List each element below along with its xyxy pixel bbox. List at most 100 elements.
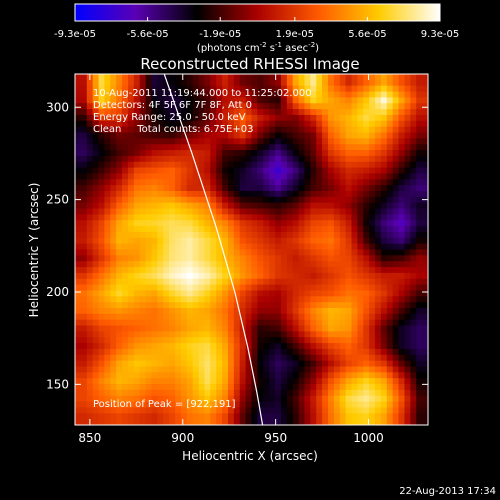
heatmap-cell [269,214,276,221]
heatmap-cell [192,331,199,338]
heatmap-cell [163,155,170,163]
heatmap-cell [222,319,229,326]
heatmap-cell [110,354,117,362]
heatmap-cell [369,337,376,344]
heatmap-cell [263,337,270,344]
heatmap-cell [386,167,394,174]
heatmap-cell [98,103,105,110]
heatmap-cell [310,313,317,321]
heatmap-cell [380,132,388,139]
heatmap-cell [410,296,417,303]
heatmap-cell [216,79,223,87]
colorbar: -9.3e-05 -5.6e-05 -1.9e-05 1.9e-05 5.6e-05 9.… [54,3,459,54]
heatmap-cell [351,179,358,186]
heatmap-cell [98,249,105,256]
heatmap-cell [133,126,141,133]
heatmap-cell [345,243,352,250]
heatmap-cell [375,395,382,402]
heatmap-cell [345,313,352,321]
heatmap-cell [163,278,170,285]
heatmap-cell [404,243,411,250]
heatmap-cell [322,384,329,391]
heatmap-cell [275,354,282,362]
heatmap-cell [210,167,217,174]
heatmap-cell [398,150,405,157]
heatmap-cell [204,407,211,414]
heatmap-cell [304,319,311,326]
heatmap-cell [269,202,276,209]
heatmap-cell [292,237,299,245]
heatmap-cell [245,97,252,104]
heatmap-cell [127,272,135,280]
heatmap-cell [369,243,376,250]
heatmap-cell [392,85,399,92]
heatmap-cell [345,308,352,315]
heatmap-cell [392,360,399,367]
heatmap-cell [198,354,205,362]
heatmap-cell [333,308,341,315]
heatmap-cell [263,79,270,87]
heatmap-cell [169,167,176,174]
heatmap-cell [186,85,194,92]
heatmap-cell [375,74,382,81]
heatmap-cell [175,308,182,315]
heatmap-cell [175,179,182,186]
heatmap-cell [404,302,411,309]
heatmap-cell [127,372,135,379]
heatmap-cell [292,302,299,309]
heatmap-cell [133,366,141,373]
heatmap-cell [198,109,205,116]
heatmap-cell [186,389,194,397]
heatmap-cell [169,109,176,116]
heatmap-cell [216,138,223,145]
heatmap-cell [75,413,82,420]
heatmap-cell [375,226,382,233]
heatmap-cell [345,395,352,402]
heatmap-cell [169,290,176,297]
heatmap-cell [369,191,376,198]
heatmap-cell [169,155,176,163]
heatmap-cell [286,79,294,87]
heatmap-cell [80,337,88,344]
heatmap-cell [386,419,394,425]
heatmap-cell [251,419,258,425]
heatmap-cell [157,91,164,98]
heatmap-cell [251,103,258,110]
heatmap-cell [210,325,217,332]
heatmap-cell [204,109,211,116]
heatmap-cell [251,395,258,402]
heatmap-cell [216,419,223,425]
heatmap-cell [345,272,352,280]
heatmap-cell [216,103,223,110]
heatmap-cell [186,74,194,81]
heatmap-cell [275,208,282,215]
heatmap-cell [280,161,288,168]
heatmap-cell [269,343,276,350]
heatmap-cell [292,384,299,391]
heatmap-cell [263,220,270,227]
heatmap-cell [245,91,252,98]
heatmap-cell [263,202,270,209]
heatmap-cell [157,278,164,285]
heatmap-cell [322,419,329,425]
heatmap-cell [139,255,146,262]
heatmap-cell [210,150,217,157]
heatmap-cell [375,243,382,250]
heatmap-cell [192,138,199,145]
heatmap-cell [351,407,358,414]
heatmap-cell [104,144,111,151]
heatmap-cell [310,185,317,192]
heatmap-cell [375,284,382,291]
heatmap-cell [127,243,135,250]
heatmap-cell [404,103,411,110]
heatmap-cell [75,120,82,128]
heatmap-cell [375,267,382,274]
heatmap-cell [233,103,241,110]
heatmap-cell [310,74,317,81]
heatmap-cell [375,407,382,414]
heatmap-cell [375,161,382,168]
heatmap-cell [145,296,152,303]
heatmap-cell [422,261,428,268]
heatmap-cell [98,97,105,104]
heatmap-cell [127,313,135,321]
